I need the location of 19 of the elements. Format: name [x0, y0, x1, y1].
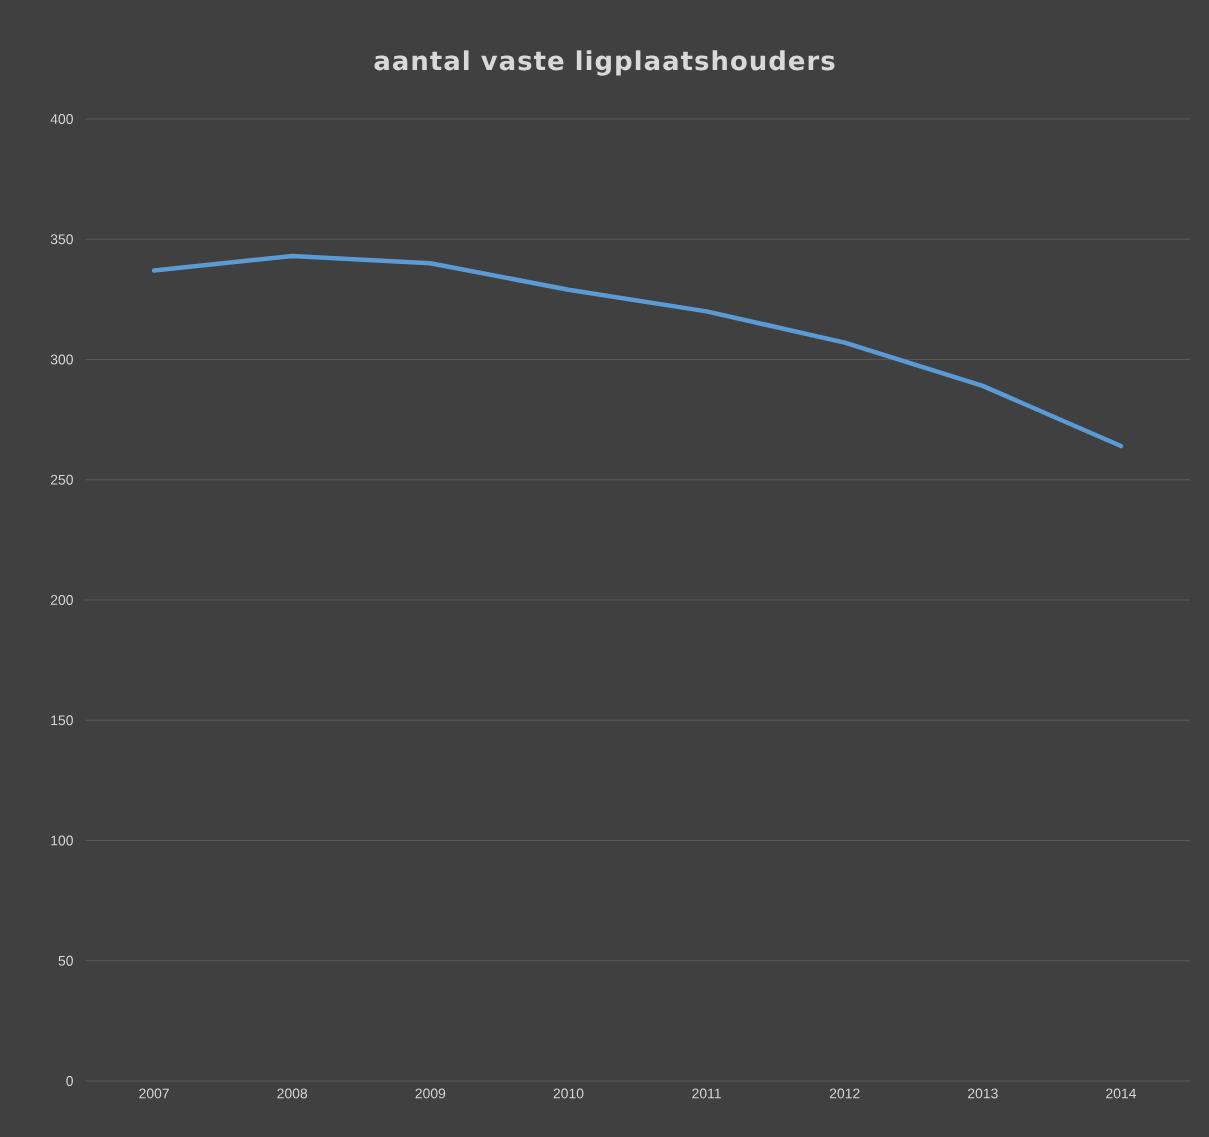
x-tick-label: 2010 [553, 1088, 584, 1099]
x-tick-label: 2009 [415, 1088, 446, 1099]
line-series [151, 253, 1124, 449]
x-tick-label: 2011 [692, 1088, 721, 1099]
x-tick-label: 2014 [1106, 1088, 1137, 1099]
y-tick-label: 350 [50, 234, 73, 245]
x-tick-label: 2012 [829, 1088, 860, 1099]
y-tick-label: 300 [50, 354, 73, 365]
y-tick-label: 200 [50, 595, 73, 605]
x-tick-label: 2008 [277, 1088, 308, 1099]
chart-title: aantal vaste ligplaatshouders [374, 50, 835, 76]
x-tick-label: 2007 [139, 1088, 169, 1099]
y-tick-label: 0 [66, 1076, 73, 1086]
x-tick-label: 2013 [968, 1088, 998, 1099]
y-tick-label: 150 [51, 715, 73, 726]
y-tick-label: 50 [58, 955, 73, 966]
y-tick-label: 400 [50, 114, 73, 124]
y-tick-label: 100 [51, 835, 73, 846]
y-tick-label: 250 [50, 474, 73, 485]
